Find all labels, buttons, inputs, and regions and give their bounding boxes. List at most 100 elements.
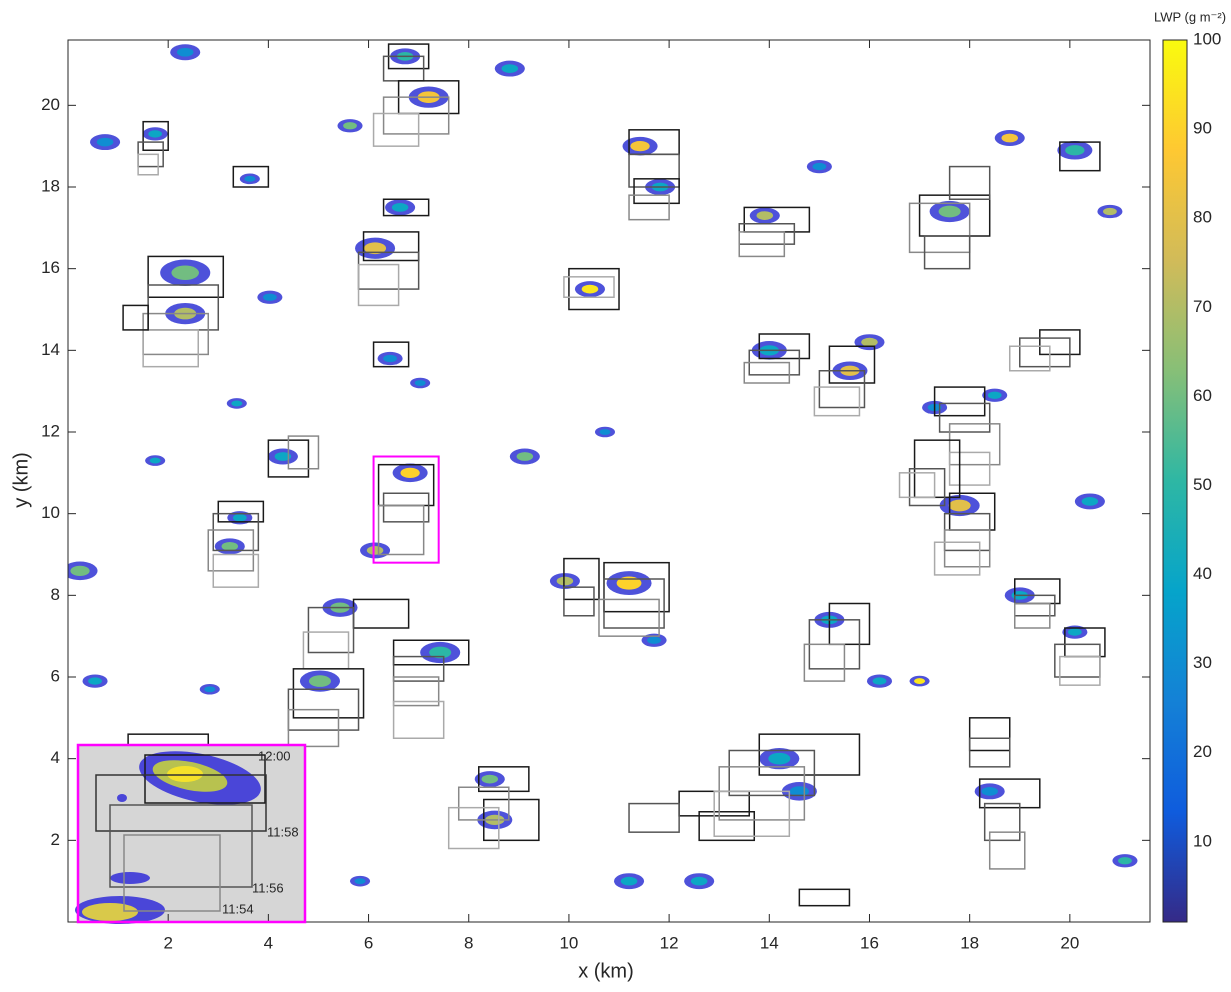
tracking-box bbox=[563, 276, 615, 299]
tracking-box bbox=[122, 304, 149, 331]
cloud-core bbox=[391, 203, 409, 212]
tracking-box bbox=[628, 194, 670, 221]
tracking-box bbox=[728, 749, 816, 797]
cloud-core bbox=[1067, 628, 1082, 636]
tracking-box bbox=[628, 153, 680, 188]
cloud-core bbox=[204, 686, 216, 693]
tracking-box bbox=[372, 341, 410, 368]
cloud-layer bbox=[68, 44, 1138, 890]
tracking-box bbox=[147, 255, 225, 298]
tick-layer: 2 4 6 8 10 12 14 16 18 20 2 4 6 8 10 12 14 16 18 20 10 20 30 40… bbox=[41, 29, 1221, 952]
colorbar-label: LWP (g m⁻²) bbox=[1154, 9, 1226, 24]
cloud-core bbox=[647, 636, 661, 644]
cloud-core bbox=[414, 380, 426, 386]
tracking-box bbox=[212, 553, 260, 588]
tracking-box bbox=[563, 557, 600, 601]
y-tick-label: 2 bbox=[51, 830, 60, 849]
y-tick-label: 18 bbox=[41, 176, 60, 195]
inset-box bbox=[144, 754, 266, 804]
y-tick-label: 10 bbox=[41, 503, 60, 522]
axes-frame bbox=[67, 39, 1151, 923]
tracking-box bbox=[1059, 655, 1101, 686]
cloud-core bbox=[231, 400, 243, 407]
tracking-box bbox=[898, 472, 936, 499]
colorbar-tick-label: 50 bbox=[1193, 475, 1212, 494]
cloud-core bbox=[1065, 145, 1085, 156]
cloud-core bbox=[481, 774, 499, 784]
tracking-box bbox=[377, 504, 425, 556]
cloud-core bbox=[948, 499, 971, 512]
tracking-box bbox=[813, 386, 861, 417]
cloud-core bbox=[987, 391, 1002, 399]
tracking-box bbox=[142, 120, 169, 151]
tracking-box bbox=[392, 655, 445, 682]
inset: 12:00 11:58 11:56 11:54 bbox=[75, 745, 305, 924]
y-tick-label: 4 bbox=[51, 748, 60, 767]
cloud-core bbox=[383, 354, 397, 363]
colorbar-tick-label: 40 bbox=[1193, 564, 1212, 583]
cloud-core bbox=[501, 64, 519, 73]
tracking-box bbox=[382, 198, 430, 217]
tracking-box bbox=[988, 831, 1026, 870]
y-tick-label: 14 bbox=[41, 340, 60, 359]
x-tick-label: 4 bbox=[264, 933, 273, 952]
cloud-core bbox=[1118, 857, 1132, 865]
cloud-core bbox=[872, 677, 887, 685]
tracking-box bbox=[603, 578, 665, 629]
tracking-box bbox=[1008, 345, 1051, 372]
tracking-box bbox=[212, 512, 260, 552]
cloud-core bbox=[581, 284, 599, 294]
x-tick-label: 12 bbox=[660, 933, 679, 952]
cloud-core bbox=[232, 514, 247, 522]
y-tick-label: 16 bbox=[41, 258, 60, 277]
colorbar bbox=[1162, 39, 1188, 923]
colorbar-tick-label: 20 bbox=[1193, 742, 1212, 761]
cloud-core bbox=[1103, 207, 1117, 216]
tracking-box bbox=[598, 598, 660, 637]
cloud-core bbox=[400, 467, 420, 478]
cloud-core bbox=[429, 646, 452, 659]
tracking-box bbox=[743, 361, 791, 384]
tracking-box bbox=[828, 602, 871, 646]
tracking-box bbox=[798, 888, 851, 907]
y-tick-label: 8 bbox=[51, 585, 60, 604]
tracking-box bbox=[908, 468, 946, 507]
cloud-core bbox=[88, 677, 102, 685]
x-tick-label: 2 bbox=[163, 933, 172, 952]
y-axis-label: y (km) bbox=[10, 452, 32, 508]
tracking-box bbox=[568, 267, 620, 311]
tracking-box bbox=[628, 802, 680, 833]
cloud-core bbox=[938, 205, 961, 218]
y-tick-label: 12 bbox=[41, 421, 60, 440]
tracking-box bbox=[563, 586, 595, 617]
cloud-core bbox=[599, 429, 611, 435]
tracking-box bbox=[933, 541, 981, 576]
tracking-box bbox=[978, 778, 1041, 809]
tracking-box bbox=[478, 766, 530, 793]
inset-time-label: 11:58 bbox=[267, 824, 299, 839]
cloud-core bbox=[620, 876, 638, 886]
tracking-box bbox=[948, 423, 1001, 466]
tracking-box bbox=[803, 643, 846, 682]
cloud-core bbox=[148, 130, 163, 138]
cloud-core bbox=[70, 565, 90, 576]
cloud-core bbox=[861, 337, 878, 347]
tracking-box bbox=[372, 112, 420, 147]
colorbar-tick-label: 90 bbox=[1193, 119, 1212, 138]
tracking-box bbox=[357, 263, 400, 307]
tracking-box bbox=[287, 435, 320, 470]
cloud-core bbox=[981, 786, 998, 796]
y-tick-label: 6 bbox=[51, 666, 60, 685]
tracking-box bbox=[1059, 141, 1101, 172]
cloud-core bbox=[176, 47, 194, 57]
cloud-core bbox=[354, 878, 366, 885]
cloud-core bbox=[768, 752, 791, 765]
tracking-box bbox=[718, 766, 806, 821]
cloud-core bbox=[221, 541, 239, 551]
tracking-box bbox=[738, 231, 786, 258]
cloud-core bbox=[308, 675, 331, 687]
highlight-box bbox=[372, 455, 440, 564]
tracking-box bbox=[457, 786, 510, 821]
cloud-core bbox=[96, 137, 114, 147]
inset-time-label: 12:00 bbox=[258, 748, 291, 763]
